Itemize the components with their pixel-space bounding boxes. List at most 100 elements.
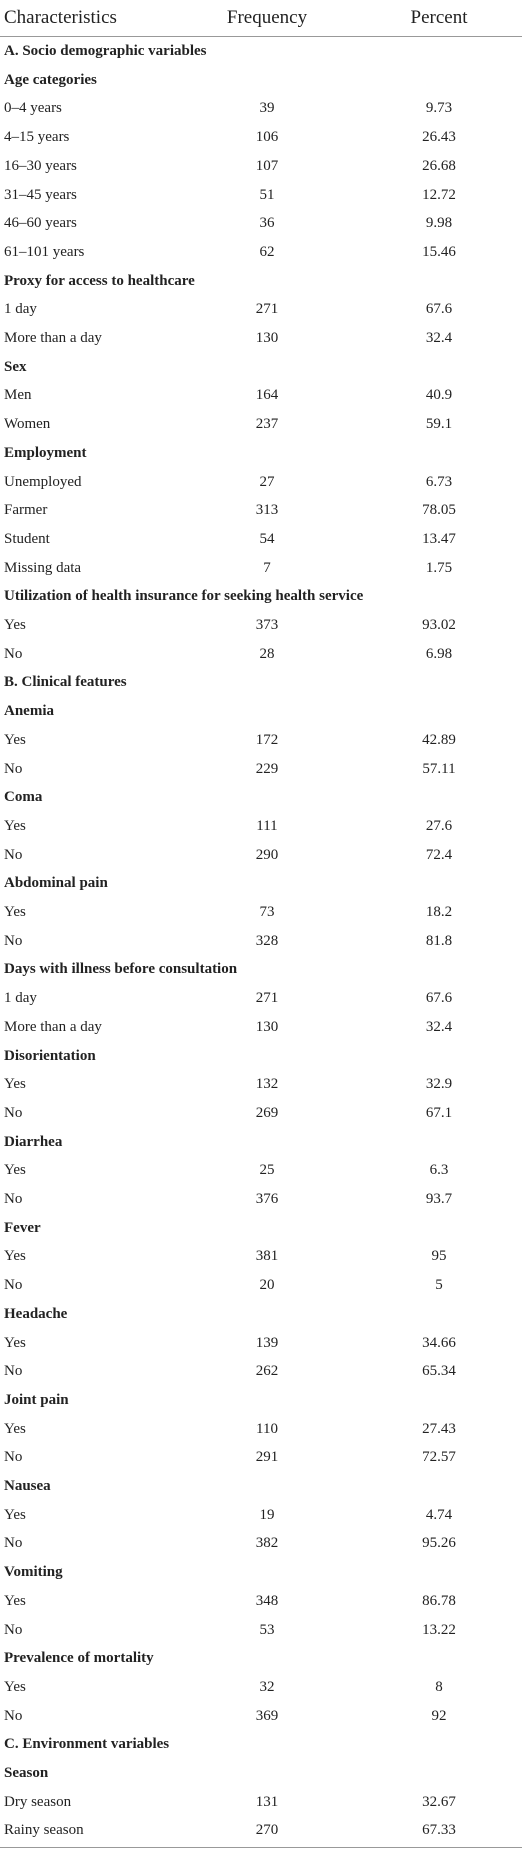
row-label: Yes xyxy=(4,1248,26,1265)
data-row: No 376 93.7 xyxy=(0,1185,522,1214)
row-label: C. Environment variables xyxy=(4,1736,170,1753)
row-label: Missing data xyxy=(4,559,82,576)
value-cell: 164 xyxy=(255,387,279,404)
row-label: 16–30 years xyxy=(4,157,77,174)
data-row: No 290 72.4 xyxy=(0,841,522,870)
value-cell: 139 xyxy=(255,1334,279,1351)
header-cell: Percent xyxy=(410,7,468,28)
section-row: Season xyxy=(0,1759,522,1788)
value-cell: 57.11 xyxy=(422,760,456,777)
value-cell: 269 xyxy=(255,1104,279,1121)
data-row: Yes 172 42.89 xyxy=(0,726,522,755)
row-label: 0–4 years xyxy=(4,100,62,117)
data-row: Yes 139 34.66 xyxy=(0,1329,522,1358)
data-row: Rainy season 270 67.33 xyxy=(0,1816,522,1845)
value-cell: 54 xyxy=(259,530,275,547)
row-label: Yes xyxy=(4,1420,26,1437)
value-cell: 111 xyxy=(256,817,278,834)
row-label: Joint pain xyxy=(4,1391,69,1408)
data-row: 46–60 years 36 9.98 xyxy=(0,209,522,238)
value-cell: 34.66 xyxy=(422,1334,456,1351)
value-cell: 95 xyxy=(431,1248,447,1265)
row-label: Yes xyxy=(4,1506,26,1523)
section-row: Proxy for access to healthcare xyxy=(0,267,522,296)
data-row: Yes 381 95 xyxy=(0,1242,522,1271)
data-row: Unemployed 27 6.73 xyxy=(0,468,522,497)
value-cell: 32.67 xyxy=(422,1793,456,1810)
row-label: No xyxy=(4,846,23,863)
row-label: No xyxy=(4,1535,23,1552)
value-cell: 13.47 xyxy=(422,530,456,547)
value-cell: 271 xyxy=(255,990,279,1007)
row-label: Student xyxy=(4,530,50,547)
value-cell: 26.68 xyxy=(422,157,456,174)
value-cell: 237 xyxy=(255,416,279,433)
value-cell: 25 xyxy=(259,1162,275,1179)
value-cell: 92 xyxy=(431,1707,447,1724)
value-cell: 381 xyxy=(255,1248,279,1265)
row-label: More than a day xyxy=(4,330,102,346)
section-row: Joint pain xyxy=(0,1386,522,1415)
value-cell: 6.3 xyxy=(429,1162,449,1179)
value-cell: 313 xyxy=(255,502,279,519)
data-row: Yes 110 27.43 xyxy=(0,1415,522,1444)
section-row: Coma xyxy=(0,783,522,812)
value-cell: 7 xyxy=(263,559,271,576)
value-cell: 4.74 xyxy=(425,1506,453,1523)
section-row: Diarrhea xyxy=(0,1128,522,1157)
row-label: 46–60 years xyxy=(4,215,77,232)
value-cell: 20 xyxy=(259,1277,275,1294)
data-row: No 53 13.22 xyxy=(0,1616,522,1645)
value-cell: 27 xyxy=(259,473,275,490)
value-cell: 132 xyxy=(255,1076,279,1093)
data-row: No 20 5 xyxy=(0,1271,522,1300)
row-label: Season xyxy=(4,1765,49,1781)
value-cell: 67.6 xyxy=(425,990,453,1007)
row-label: No xyxy=(4,645,23,662)
value-cell: 376 xyxy=(255,1191,279,1207)
row-label: No xyxy=(4,1707,23,1724)
row-label: Rainy season xyxy=(4,1822,84,1839)
row-label: Days with illness before consultation xyxy=(4,961,238,978)
row-label: No xyxy=(4,1104,23,1121)
row-label: Fever xyxy=(4,1219,41,1236)
data-row: No 229 57.11 xyxy=(0,755,522,784)
value-cell: 72.4 xyxy=(425,846,453,863)
row-label: Yes xyxy=(4,1076,26,1093)
row-label: Nausea xyxy=(4,1478,51,1494)
data-row: No 262 65.34 xyxy=(0,1357,522,1386)
row-label: Prevalence of mortality xyxy=(4,1650,154,1667)
data-row: 1 day 271 67.6 xyxy=(0,295,522,324)
value-cell: 110 xyxy=(256,1420,278,1437)
header-cell: Characteristics xyxy=(4,7,117,28)
value-cell: 130 xyxy=(255,1018,279,1035)
row-label: Yes xyxy=(4,1678,26,1695)
value-cell: 86.78 xyxy=(422,1592,456,1609)
data-row: 1 day 271 67.6 xyxy=(0,984,522,1013)
row-label: Proxy for access to healthcare xyxy=(4,272,195,289)
data-row: Student 54 13.47 xyxy=(0,525,522,554)
value-cell: 27.43 xyxy=(422,1420,456,1437)
value-cell: 81.8 xyxy=(425,932,453,949)
row-label: Women xyxy=(4,416,51,433)
section-row: B. Clinical features xyxy=(0,668,522,697)
data-row: Yes 348 86.78 xyxy=(0,1587,522,1616)
value-cell: 32.4 xyxy=(425,330,453,346)
value-cell: 27.6 xyxy=(425,817,453,834)
value-cell: 51 xyxy=(259,186,275,203)
section-row: Nausea xyxy=(0,1472,522,1501)
section-row: A. Socio demographic variables xyxy=(0,37,522,66)
row-label: Yes xyxy=(4,904,26,920)
value-cell: 32.9 xyxy=(425,1076,453,1093)
data-row: No 382 95.26 xyxy=(0,1529,522,1558)
value-cell: 348 xyxy=(255,1592,279,1609)
row-label: No xyxy=(4,1363,23,1380)
row-label: Vomiting xyxy=(4,1564,63,1581)
data-row: Dry season 131 32.67 xyxy=(0,1788,522,1817)
value-cell: 95.26 xyxy=(422,1535,456,1552)
section-row: Headache xyxy=(0,1300,522,1329)
value-cell: 106 xyxy=(255,129,279,146)
data-row: Men 164 40.9 xyxy=(0,381,522,410)
value-cell: 382 xyxy=(255,1535,279,1552)
